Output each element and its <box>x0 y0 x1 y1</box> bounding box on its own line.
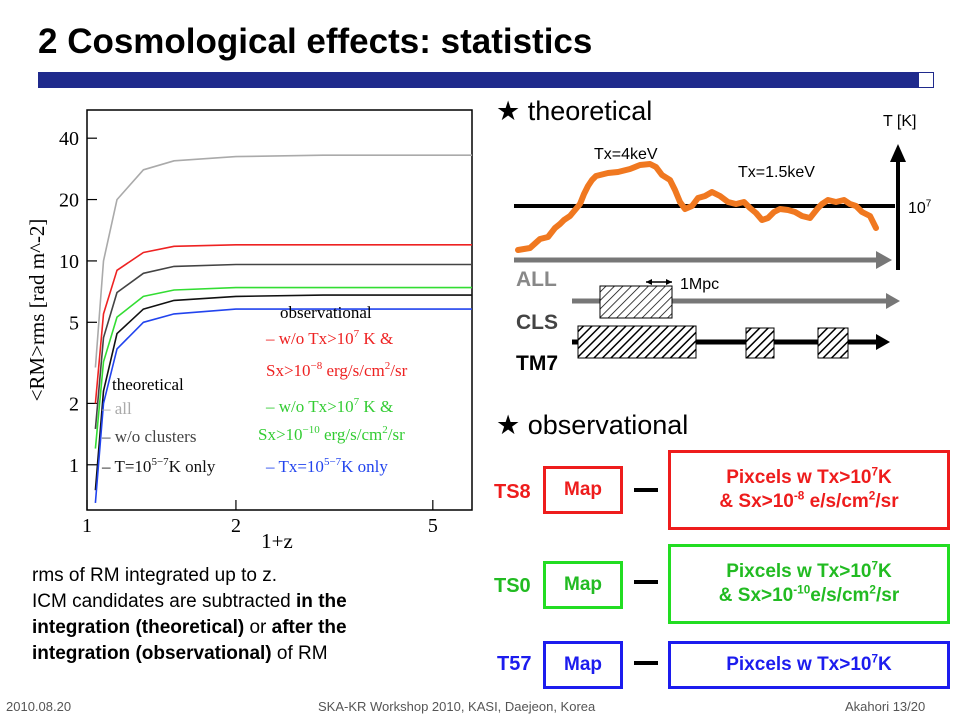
tx15-label: Tx=1.5keV <box>738 164 815 181</box>
tm7-row-arrow-icon <box>876 334 890 350</box>
x-tick-label: 2 <box>231 515 241 537</box>
caption-line-3: integration (theoretical) or after the <box>32 617 347 638</box>
temperature-profile-curve <box>515 161 879 253</box>
chart-legend: observational – w/o Tx>107 K & Sx>10−8 e… <box>101 303 408 476</box>
legend-obs-2-line2: Sx>10−10 erg/s/cm2/sr <box>258 424 405 444</box>
series-group <box>94 154 472 503</box>
y-tick-label: 1 <box>69 455 79 477</box>
tx4-label: Tx=4keV <box>594 146 658 163</box>
ts8-map-box: Map <box>543 466 623 514</box>
y-tick-label: 20 <box>59 190 79 212</box>
series-line-6 <box>94 308 472 503</box>
legend-theo-3: – T=105−7K only <box>101 456 216 476</box>
y-axis-label: <RM>rms [rad m^-2] <box>25 219 49 402</box>
legend-obs-2-line1: – w/o Tx>107 K & <box>265 396 393 416</box>
ts8-label: TS8 <box>494 481 531 503</box>
scale-label: 1Mpc <box>680 276 720 293</box>
legend-obs-1-line1: – w/o Tx>107 K & <box>265 328 393 348</box>
t57-map-box: Map <box>543 641 623 689</box>
cls-row-arrow-icon <box>886 293 900 309</box>
tm7-hatched-region-1 <box>577 325 697 359</box>
t-axis-arrow-icon <box>890 144 906 162</box>
ts8-connector <box>634 488 658 492</box>
series-line-5 <box>94 294 472 491</box>
t57-connector <box>634 661 658 665</box>
legend-obs-1-line2: Sx>10−8 erg/s/cm2/sr <box>266 360 408 380</box>
legend-theoretical-title: theoretical <box>112 375 184 394</box>
theoretical-header: ★ theoretical <box>496 96 653 126</box>
ts0-pixcels-line1: Pixcels w Tx>107K <box>726 559 892 582</box>
plot-frame <box>86 109 473 511</box>
series-line-2 <box>94 244 472 404</box>
ts0-map-box: Map <box>543 561 623 609</box>
ts8-pixcels-line1: Pixcels w Tx>107K <box>726 465 892 488</box>
t57-pixcels-line1: Pixcels w Tx>107K <box>726 652 892 675</box>
caption-line-2: ICM candidates are subtracted in the <box>32 591 347 612</box>
x-ticks: 1 2 5 <box>82 500 438 537</box>
footer-date: 2010.08.20 <box>6 699 72 714</box>
series-line-1 <box>94 154 472 368</box>
cls-hatched-region <box>599 285 673 319</box>
y-tick-label: 10 <box>59 251 79 273</box>
ts8-pixcels-line2: & Sx>10-8 e/s/cm2/sr <box>719 489 899 512</box>
observational-header: ★ observational <box>496 410 689 440</box>
title-corner-square <box>918 72 934 88</box>
all-row-arrow-icon <box>876 251 892 269</box>
t57-pixcels-box: Pixcels w Tx>107K <box>668 641 950 689</box>
ts8-pixcels-box: Pixcels w Tx>107K & Sx>10-8 e/s/cm2/sr <box>668 450 950 530</box>
scale-right-arrow-icon <box>666 279 672 285</box>
title-underline-bar <box>38 72 918 88</box>
footer-event: SKA-KR Workshop 2010, KASI, Daejeon, Kor… <box>318 699 596 714</box>
scale-left-arrow-icon <box>646 279 652 285</box>
ts0-connector <box>634 580 658 584</box>
t57-label: T57 <box>497 653 532 675</box>
legend-theo-1: – all <box>101 399 132 418</box>
ts0-label: TS0 <box>494 575 531 597</box>
ts0-pixcels-box: Pixcels w Tx>107K & Sx>10-10e/s/cm2/sr <box>668 544 950 624</box>
t-tick-label: 107 <box>908 198 932 217</box>
y-tick-label: 5 <box>69 312 79 334</box>
row-label-cls: CLS <box>516 311 558 334</box>
slide-title: 2 Cosmological effects: statistics <box>38 22 593 61</box>
rm-rms-chart: 1 2 5 10 20 40 1 2 5 <RM>rms [rad m^-2] 1+z obs… <box>25 109 473 553</box>
y-ticks: 1 2 5 10 20 40 <box>59 128 97 477</box>
chart-caption: rms of RM integrated up to z. ICM candid… <box>32 563 347 667</box>
legend-observational-title: observational <box>280 303 372 322</box>
series-line-3 <box>94 263 472 429</box>
theoretical-diagram <box>514 144 906 359</box>
series-line-4 <box>94 286 472 449</box>
ts0-pixcels-line2: & Sx>10-10e/s/cm2/sr <box>718 583 900 606</box>
tm7-hatched-region-2 <box>745 327 775 359</box>
t-axis-label: T [K] <box>883 113 917 130</box>
y-tick-label: 2 <box>69 393 79 415</box>
x-axis-label: 1+z <box>261 529 293 553</box>
x-tick-label: 1 <box>82 515 92 537</box>
caption-line-4: integration (observational) of RM <box>32 643 328 664</box>
row-label-all: ALL <box>516 268 557 291</box>
caption-line-1: rms of RM integrated up to z. <box>32 565 277 586</box>
y-tick-label: 40 <box>59 128 79 150</box>
x-tick-label: 5 <box>428 515 438 537</box>
tm7-hatched-region-3 <box>817 327 849 359</box>
legend-theo-2: – w/o clusters <box>101 427 196 446</box>
legend-obs-3: – Tx=105−7K only <box>265 456 388 476</box>
footer-page: Akahori 13/20 <box>845 699 926 714</box>
row-label-tm7: TM7 <box>516 352 558 375</box>
